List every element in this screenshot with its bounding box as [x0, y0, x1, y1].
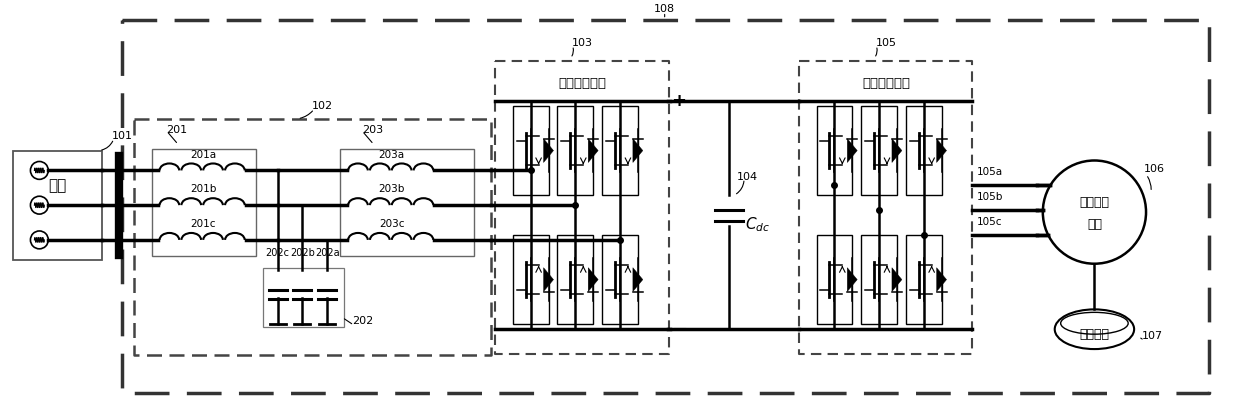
Text: $C_{dc}$: $C_{dc}$ [745, 215, 770, 234]
Text: 202b: 202b [290, 248, 315, 258]
Polygon shape [816, 106, 852, 195]
Polygon shape [543, 139, 553, 162]
Polygon shape [632, 139, 642, 162]
Polygon shape [558, 106, 593, 195]
Polygon shape [513, 106, 548, 195]
Polygon shape [588, 139, 598, 162]
Text: 108: 108 [655, 4, 676, 14]
Text: 203c: 203c [379, 219, 404, 229]
Polygon shape [558, 235, 593, 324]
Polygon shape [892, 139, 901, 162]
Polygon shape [906, 235, 941, 324]
Text: 102: 102 [312, 101, 334, 111]
Circle shape [1043, 161, 1146, 264]
Text: 201a: 201a [190, 150, 216, 159]
Text: 203: 203 [362, 125, 383, 135]
Polygon shape [892, 268, 901, 292]
Polygon shape [862, 235, 897, 324]
Polygon shape [603, 106, 637, 195]
Polygon shape [603, 235, 637, 324]
Text: 201b: 201b [190, 184, 216, 194]
Text: 101: 101 [112, 131, 133, 140]
Text: 电网侧变流器: 电网侧变流器 [558, 77, 606, 89]
Polygon shape [936, 139, 946, 162]
Polygon shape [936, 268, 946, 292]
Text: +: + [672, 92, 687, 110]
Text: 202c: 202c [265, 248, 290, 258]
Text: 203a: 203a [378, 150, 404, 159]
Polygon shape [816, 235, 852, 324]
Text: 电网: 电网 [48, 178, 67, 193]
Text: 203b: 203b [378, 184, 405, 194]
Text: 105a: 105a [977, 167, 1003, 178]
Polygon shape [513, 235, 548, 324]
Text: −: − [672, 320, 688, 339]
Text: 106: 106 [1145, 164, 1166, 174]
Text: 201: 201 [166, 125, 187, 135]
Polygon shape [588, 268, 598, 292]
Polygon shape [847, 139, 857, 162]
Text: 105b: 105b [977, 192, 1003, 202]
Text: 201c: 201c [191, 219, 216, 229]
Polygon shape [543, 268, 553, 292]
Polygon shape [632, 268, 642, 292]
Text: 永磁同步: 永磁同步 [1080, 196, 1110, 209]
Text: 202: 202 [352, 316, 373, 326]
Text: 104: 104 [737, 172, 758, 183]
Ellipse shape [1055, 309, 1135, 349]
Text: 103: 103 [572, 38, 593, 48]
Text: 107: 107 [1142, 331, 1163, 341]
Polygon shape [847, 268, 857, 292]
Text: 105: 105 [875, 38, 897, 48]
Polygon shape [906, 106, 941, 195]
Text: 飞轮转子: 飞轮转子 [1080, 328, 1110, 341]
Text: 电机侧变流器: 电机侧变流器 [862, 77, 910, 89]
Text: 202a: 202a [315, 248, 340, 258]
Text: 105c: 105c [977, 217, 1003, 227]
Text: 电机: 电机 [1087, 218, 1102, 231]
Polygon shape [862, 106, 897, 195]
